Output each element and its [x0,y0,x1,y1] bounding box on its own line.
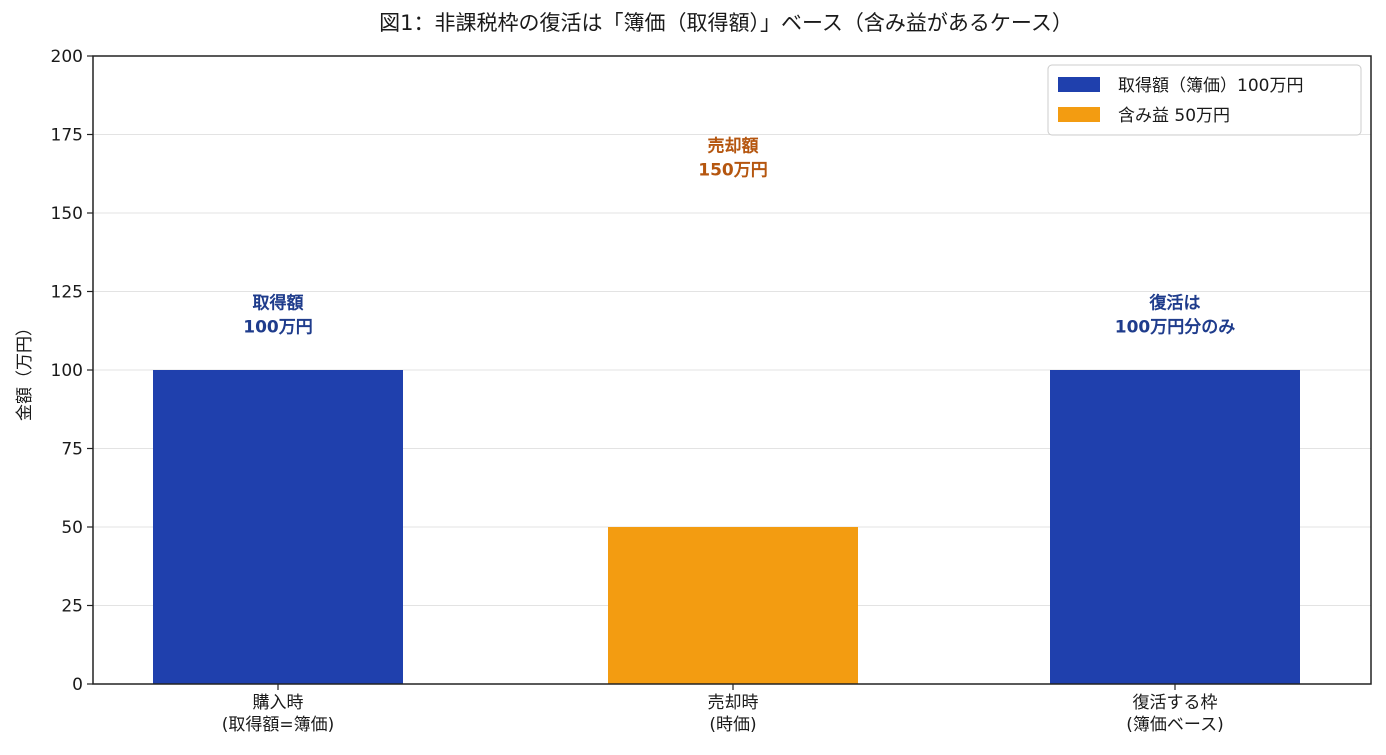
bar [153,370,403,684]
x-tick-label: 売却時 [708,693,759,713]
legend-box [1047,64,1362,136]
y-tick-label: 75 [61,440,83,460]
bars [153,370,1300,684]
data-annotation: 復活は [1149,292,1201,313]
legend-label: 取得額（簿価）100万円 [1118,76,1303,96]
y-axis-label: 金額（万円） [15,319,35,421]
y-tick-label: 200 [51,47,83,67]
y-tick-label: 100 [51,361,83,381]
x-tick-label: (時価) [709,715,756,735]
legend-swatch [1058,107,1100,122]
y-tick-label: 150 [51,204,83,224]
y-axis-ticks: 0 25 50 75 100 125 150 175 200 [51,47,93,695]
data-annotation: 150万円 [698,160,768,180]
x-tick-label: (取得額=簿価) [222,715,335,735]
x-axis-ticks: 購入時(取得額=簿価) 売却時(時価) 復活する枠(簿価ベース) [222,684,1224,735]
data-annotation: 100万円分のみ [1115,317,1236,337]
data-annotation: 取得額 [253,292,304,313]
y-tick-label: 50 [61,518,83,538]
y-tick-label: 0 [72,675,83,695]
x-tick-label: (簿価ベース) [1126,715,1223,735]
y-tick-label: 125 [51,283,83,303]
legend-swatch [1058,77,1100,92]
bar [608,527,858,684]
x-tick-label: 復活する枠 [1133,693,1218,713]
chart-title: 図1：非課税枠の復活は「簿価（取得額）」ベース（含み益があるケース） [379,11,1073,35]
data-annotation: 100万円 [243,317,313,337]
legend-label: 含み益 50万円 [1118,106,1230,126]
x-tick-label: 購入時 [253,693,304,713]
y-tick-label: 25 [61,597,83,617]
data-annotation: 売却額 [708,135,759,156]
bar [1050,370,1300,684]
y-tick-label: 175 [51,126,83,146]
